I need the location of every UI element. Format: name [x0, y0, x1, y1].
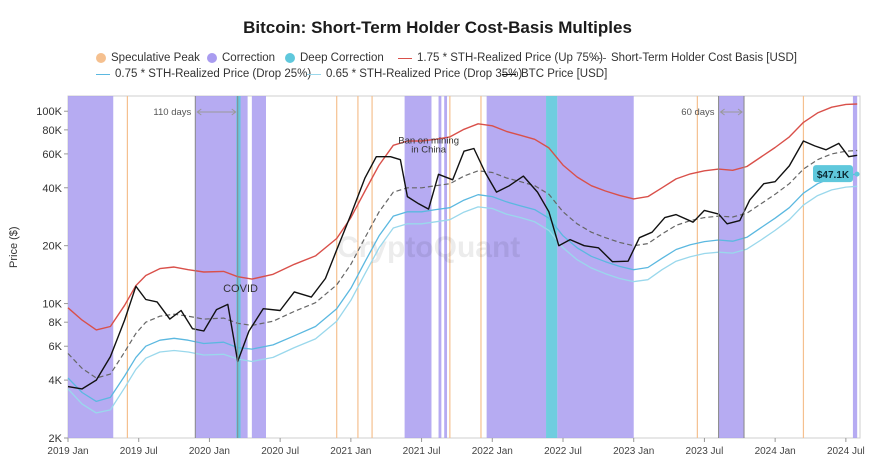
span-arrow-head	[719, 108, 725, 116]
current-value-badge	[813, 165, 853, 183]
annotation-label: Ban on mining	[398, 135, 459, 146]
legend-item-correction: Correction	[207, 52, 275, 64]
current-value-dot	[854, 171, 860, 177]
x-tick-label: 2023 Jul	[686, 446, 724, 457]
legend-label: BTC Price [USD]	[521, 68, 608, 80]
span-label: 110 days	[153, 107, 191, 118]
x-tick-label: 2020 Jan	[189, 446, 230, 457]
span-annotation: 110 days	[153, 96, 239, 438]
x-tick-label: 2021 Jul	[403, 446, 441, 457]
correction-region	[68, 96, 114, 438]
speculative-peak-swatch	[96, 53, 106, 63]
span-arrow-head	[196, 108, 202, 116]
y-tick-label: 40K	[42, 183, 62, 195]
correction-region	[251, 96, 266, 438]
correction-region	[718, 96, 745, 438]
correction-region	[444, 96, 448, 438]
lower75-swatch	[96, 73, 110, 75]
correction-swatch	[207, 53, 217, 63]
legend-label: 0.65 * STH-Realized Price (Drop 35%)	[326, 68, 523, 80]
span-arrow-head	[737, 108, 743, 116]
upper-swatch	[398, 57, 412, 59]
deep_correction-region	[236, 96, 241, 438]
y-tick-label: 60K	[42, 149, 62, 161]
x-tick-label: 2019 Jul	[120, 446, 158, 457]
legend-label: 0.75 * STH-Realized Price (Drop 25%)	[115, 68, 312, 80]
y-tick-label: 6K	[49, 341, 63, 353]
y-tick-label: 100K	[36, 106, 62, 118]
legend-label: Speculative Peak	[111, 52, 200, 64]
y-tick-label: 4K	[49, 375, 63, 387]
y-tick-label: 2K	[49, 433, 63, 445]
deep_correction-region	[546, 96, 558, 438]
y-tick-label: 8K	[49, 317, 63, 329]
x-tick-label: 2024 Jul	[827, 446, 865, 457]
correction-region	[404, 96, 432, 438]
correction-region	[438, 96, 442, 438]
x-tick-label: 2022 Jan	[472, 446, 513, 457]
legend-item-lower75: 0.75 * STH-Realized Price (Drop 25%)	[96, 68, 311, 80]
x-tick-label: 2022 Jul	[544, 446, 582, 457]
deep-correction-swatch	[285, 53, 295, 63]
span-label: 60 days	[681, 107, 715, 118]
lower65-swatch	[307, 73, 321, 75]
correction-region	[852, 96, 858, 438]
watermark: CryptoQuant	[337, 231, 520, 264]
span-arrow-head	[231, 108, 237, 116]
lower75-series-line	[67, 173, 858, 403]
legend-label: Deep Correction	[300, 52, 384, 64]
annotation-label: in China	[411, 145, 447, 156]
legend-item-deep-correction: Deep Correction	[285, 52, 384, 64]
x-tick-label: 2019 Jan	[47, 446, 88, 457]
sth-swatch	[592, 57, 606, 59]
btc-series-line	[67, 140, 858, 390]
legend-item-sth: Short-Term Holder Cost Basis [USD]	[592, 52, 797, 64]
legend-label: Correction	[222, 52, 276, 64]
current-value-label: $47.1K	[817, 170, 850, 181]
x-tick-label: 2024 Jan	[755, 446, 796, 457]
span-annotation: 60 days	[681, 96, 745, 438]
annotation-label: COVID	[223, 283, 258, 295]
correction-region	[486, 96, 547, 438]
legend-item-upper: 1.75 * STH-Realized Price (Up 75%)	[398, 52, 603, 64]
legend-item-speculative-peak: Speculative Peak	[96, 52, 200, 64]
x-tick-label: 2021 Jan	[330, 446, 371, 457]
x-tick-label: 2023 Jan	[613, 446, 654, 457]
legend-label: Short-Term Holder Cost Basis [USD]	[611, 52, 797, 64]
y-tick-label: 10K	[42, 299, 62, 311]
lower65-series-line	[67, 185, 858, 414]
legend-item-btc: BTC Price [USD]	[502, 68, 607, 80]
sth-series-line	[67, 149, 858, 379]
legend-label: 1.75 * STH-Realized Price (Up 75%)	[417, 52, 603, 64]
y-tick-label: 20K	[42, 241, 62, 253]
x-tick-label: 2020 Jul	[261, 446, 299, 457]
y-tick-label: 80K	[42, 125, 62, 137]
legend-item-lower65: 0.65 * STH-Realized Price (Drop 35%)	[307, 68, 522, 80]
chart-title: Bitcoin: Short-Term Holder Cost-Basis Mu…	[243, 18, 632, 37]
btc-swatch	[502, 73, 516, 75]
upper-series-line	[67, 103, 858, 331]
